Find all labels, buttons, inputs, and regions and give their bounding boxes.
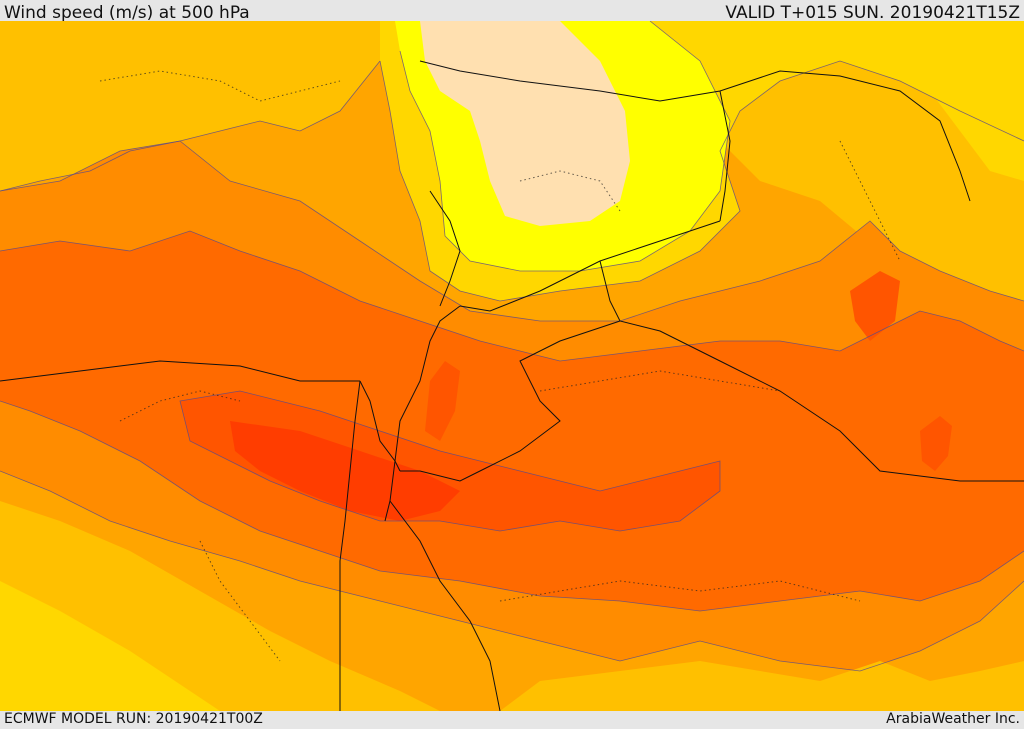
field-low-southwest bbox=[0, 581, 220, 711]
field-moderate-southeast bbox=[500, 661, 1024, 711]
field-calm bbox=[420, 21, 630, 226]
contour-lines bbox=[0, 21, 1024, 672]
model-run: ECMWF MODEL RUN: 20190421T00Z bbox=[4, 711, 263, 727]
field-stronger bbox=[0, 231, 1024, 611]
wind-speed-map bbox=[0, 21, 1024, 711]
credit: ArabiaWeather Inc. bbox=[886, 711, 1020, 727]
region-outlines bbox=[99, 70, 901, 662]
field-moderate-north bbox=[0, 21, 1024, 321]
field-jet-core bbox=[230, 421, 460, 521]
field-low-northeast bbox=[900, 21, 1024, 181]
field-jet-tongue bbox=[425, 361, 460, 441]
valid-time: VALID T+015 SUN. 20190421T15Z bbox=[725, 3, 1020, 23]
field-jet-northeast bbox=[850, 271, 900, 341]
field-jet-east bbox=[920, 416, 952, 471]
country-borders bbox=[0, 60, 1024, 711]
map-title: Wind speed (m/s) at 500 hPa bbox=[4, 3, 250, 23]
